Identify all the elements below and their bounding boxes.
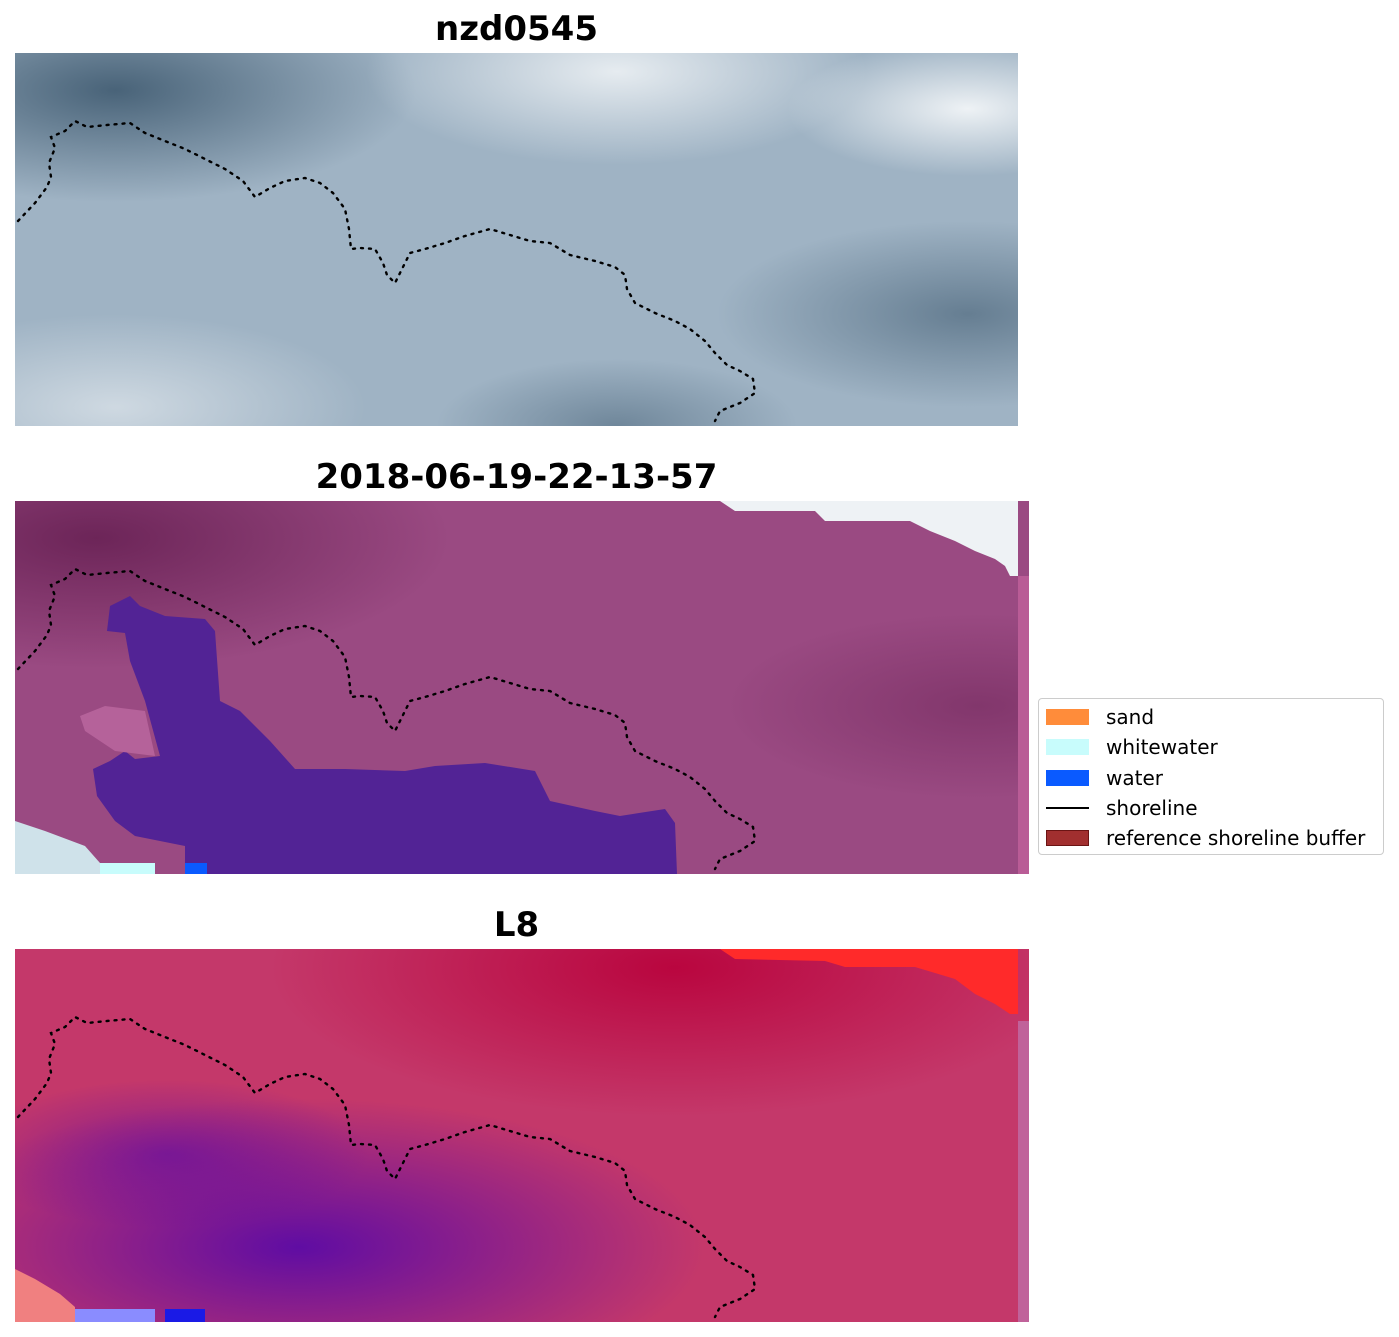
legend: sand whitewater water shoreline referenc… [1038,698,1384,855]
panel-title-3: L8 [493,905,540,945]
whitewater-pixels [100,863,155,874]
legend-label-whitewater: whitewater [1106,735,1218,760]
bright-red-region [715,949,1018,1014]
legend-item-shoreline: shoreline [1039,796,1383,826]
blue-pixels [75,1309,155,1322]
sand-swatch [1046,709,1089,725]
shoreline-line-swatch [1046,806,1089,809]
panel-title-2: 2018-06-19-22-13-57 [315,457,718,497]
water-swatch [1046,769,1089,786]
legend-label-sand: sand [1106,705,1155,729]
l8-image-panel [15,949,1029,1322]
legend-item-whitewater: whitewater [1039,735,1383,765]
legend-label-water: water [1106,765,1163,790]
whitewater-swatch [1046,739,1089,756]
reference-buffer-swatch [1046,830,1089,847]
water-pixels [185,863,207,874]
rgb-image-panel [15,53,1029,426]
water-mask-region [93,596,677,874]
legend-item-sand: sand [1039,705,1383,735]
sand-like-pixels [15,1269,75,1322]
panel-title-1: nzd0545 [435,9,598,49]
legend-label-reference-buffer: reference shoreline buffer [1106,826,1366,851]
classified-image-panel [15,501,1029,874]
legend-label-shoreline: shoreline [1106,795,1198,820]
legend-item-reference-buffer: reference shoreline buffer [1039,826,1383,856]
whitewater-region [715,501,1018,576]
legend-item-water: water [1039,766,1383,796]
